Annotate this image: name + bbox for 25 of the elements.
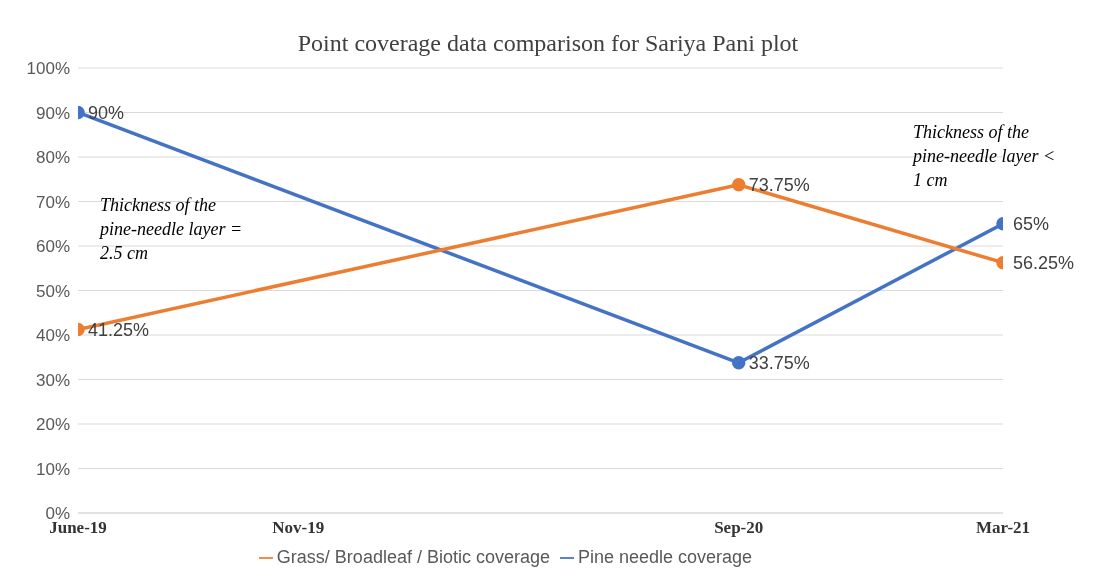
data-label: 90% (88, 102, 125, 123)
y-tick-label: 100% (26, 59, 70, 79)
y-tick-label: 40% (35, 326, 70, 346)
data-label: 33.75% (748, 353, 810, 374)
y-tick-label: 60% (35, 237, 70, 257)
data-label: 56.25% (1013, 253, 1075, 274)
annotation: Thickness of the pine-needle layer < 1 cm (913, 121, 1057, 192)
data-label: 65% (1013, 214, 1050, 235)
chart-title: Point coverage data comparison for Sariya Pani plot (296, 30, 800, 57)
legend-label: Grass/ Broadleaf / Biotic coverage (276, 547, 550, 567)
x-tick-label: June-19 (49, 518, 107, 538)
y-tick-label: 10% (35, 459, 70, 479)
legend-label: Pine needle coverage (578, 547, 753, 567)
y-tick-label: 70% (35, 192, 70, 212)
y-tick-label: 50% (35, 281, 70, 301)
x-tick-label: Mar-21 (975, 518, 1031, 538)
x-tick-label: Sep-20 (714, 518, 764, 538)
y-tick-label: 80% (35, 148, 70, 168)
y-tick-label: 90% (35, 103, 70, 123)
y-tick-label: 30% (35, 370, 70, 390)
annotation: Thickness of the pine-needle layer = 2.5 cm (100, 194, 244, 265)
data-label: 73.75% (748, 175, 810, 196)
data-label: 41.25% (88, 319, 150, 340)
y-tick-label: 20% (35, 415, 70, 435)
x-tick-label: Nov-19 (272, 518, 325, 538)
